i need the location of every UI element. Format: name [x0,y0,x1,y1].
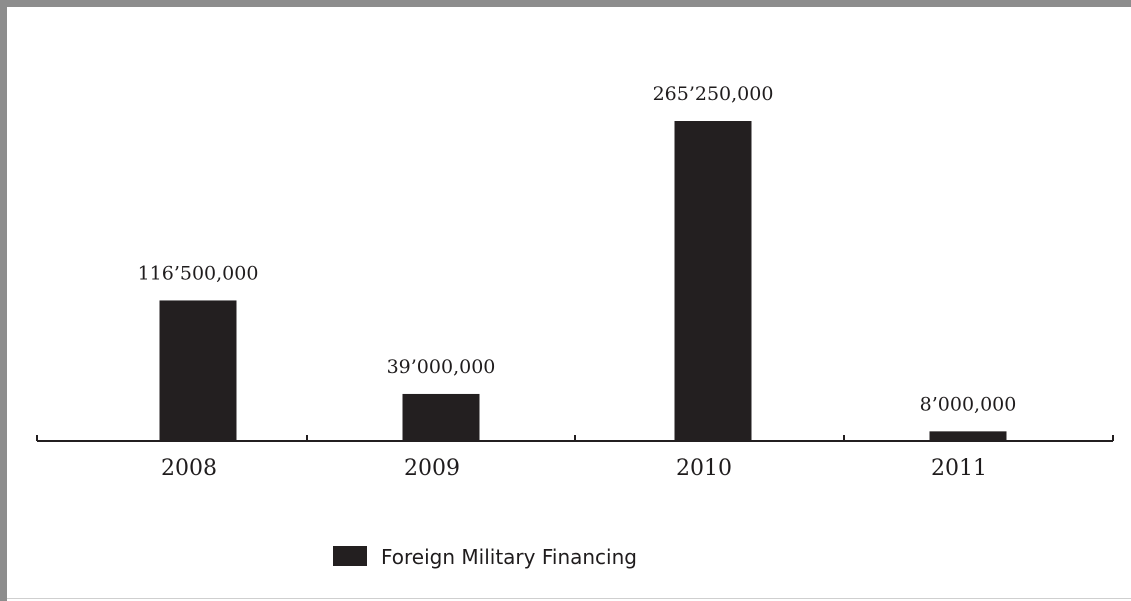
data-label-2011: 8’000,000 [920,393,1017,415]
x-tick-label-2008: 2008 [161,456,217,481]
x-tick-label-2011: 2011 [931,456,987,481]
x-tick-label-2010: 2010 [676,456,732,481]
data-label-2009: 39’000,000 [387,356,496,378]
legend-swatch [333,546,367,566]
bar-2010 [674,121,752,441]
bottom-rule [7,598,1131,599]
bar-2009 [402,393,480,441]
legend-label: Foreign Military Financing [381,545,637,569]
bar-2011 [929,431,1007,441]
bar-2008 [159,300,237,441]
data-label-2008: 116’500,000 [138,262,259,284]
data-label-2010: 265’250,000 [653,83,774,105]
x-tick-label-2009: 2009 [404,456,460,481]
